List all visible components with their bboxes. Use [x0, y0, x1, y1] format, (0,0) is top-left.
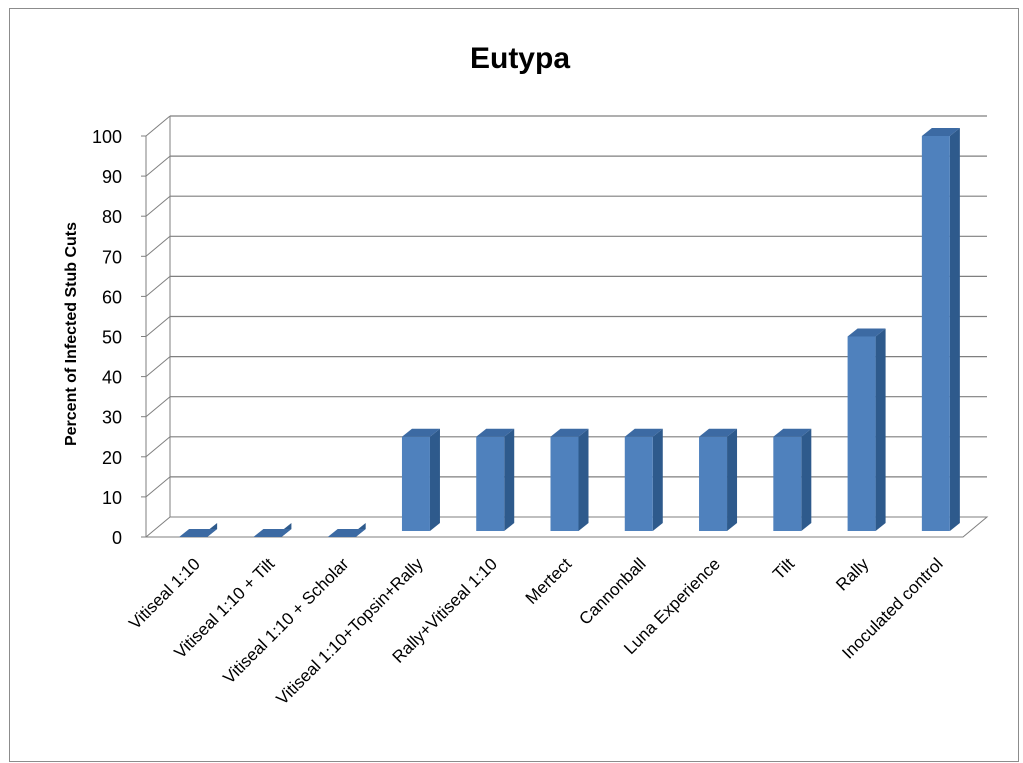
- bar-top: [253, 529, 292, 537]
- bar-top: [921, 128, 960, 136]
- x-tick-label: Vitiseal 1:10+Topsin+Rally: [273, 554, 428, 709]
- chart-title: Eutypa: [470, 42, 570, 75]
- y-tick-label: 0: [112, 528, 122, 548]
- x-tick-label: Rally: [832, 554, 873, 595]
- bar-side: [727, 428, 738, 531]
- bar: [179, 523, 218, 537]
- bar-top: [773, 428, 812, 437]
- bar-front: [847, 336, 876, 531]
- bar-front: [773, 436, 802, 531]
- bar: [476, 428, 515, 531]
- gridline-side: [145, 396, 171, 418]
- bar-front: [401, 436, 430, 531]
- bar-top: [401, 428, 440, 437]
- bar-side: [429, 428, 440, 531]
- x-tick-label: Cannonball: [575, 554, 649, 628]
- bar-side: [578, 428, 589, 531]
- bars: [179, 128, 960, 537]
- bar-top: [699, 428, 738, 437]
- bar: [773, 428, 812, 531]
- x-tick-label: Vitiseal 1:10: [125, 554, 204, 633]
- bar-side: [504, 428, 515, 531]
- bar-side: [652, 428, 663, 531]
- gridline-side: [145, 276, 171, 297]
- gridline-side: [145, 476, 171, 498]
- bar-front: [550, 436, 579, 531]
- bar-top: [327, 529, 366, 537]
- bar: [847, 328, 886, 531]
- y-tick-label: 70: [102, 247, 122, 267]
- y-tick-label: 10: [102, 488, 122, 508]
- bar-top: [847, 328, 886, 337]
- gridline-side: [145, 115, 171, 137]
- y-tick-label: 60: [102, 287, 122, 307]
- bar-side: [875, 328, 886, 531]
- gridline-side: [145, 356, 171, 377]
- bar-front: [921, 136, 950, 531]
- bar-top: [179, 529, 218, 537]
- bar: [921, 128, 960, 531]
- bar-top: [476, 428, 515, 437]
- y-tick-label: 40: [102, 368, 122, 388]
- gridline-side: [145, 316, 171, 337]
- bar-front: [624, 436, 653, 531]
- bar: [699, 428, 738, 531]
- bar-front: [699, 436, 728, 531]
- bar: [401, 428, 440, 531]
- gridline-side: [145, 195, 171, 217]
- bar: [327, 523, 366, 537]
- y-tick-labels: 0 10 20 30 40 50 60 70 80 90 100: [92, 127, 146, 548]
- x-tick-label: Vitiseal 1:10 + Scholar: [219, 554, 352, 687]
- y-tick-label: 50: [102, 328, 122, 348]
- gridline-side: [145, 436, 171, 458]
- bar-side: [949, 128, 960, 531]
- bar-front: [476, 436, 505, 531]
- y-tick-label: 30: [102, 408, 122, 428]
- bar: [253, 523, 292, 537]
- bar: [624, 428, 663, 531]
- y-tick-label: 100: [92, 127, 122, 147]
- y-tick-label: 90: [102, 167, 122, 187]
- y-axis-label: Percent of Infected Stub Cuts: [63, 222, 80, 446]
- x-tick-label: Mertect: [522, 554, 576, 608]
- bar-top: [624, 428, 663, 437]
- bar-side: [801, 428, 812, 531]
- y-tick-label: 20: [102, 448, 122, 468]
- gridline-side: [145, 155, 171, 177]
- x-tick-label: Tilt: [769, 554, 798, 583]
- bar: [550, 428, 589, 531]
- gridline-side: [145, 235, 171, 257]
- y-tick-label: 80: [102, 207, 122, 227]
- bar-top: [550, 428, 589, 437]
